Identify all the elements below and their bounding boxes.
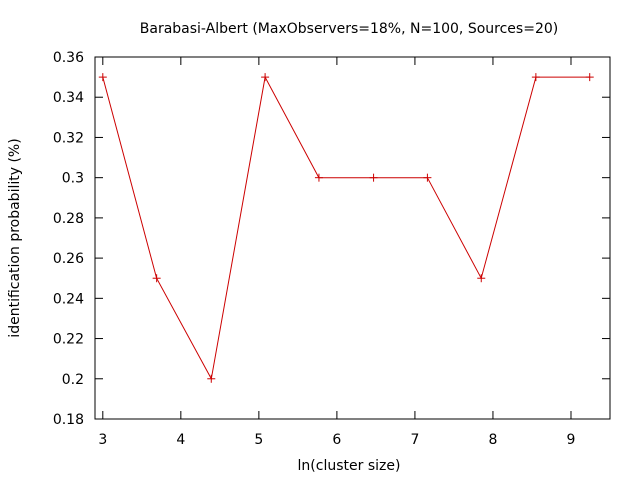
data-point-marker	[314, 173, 323, 182]
x-axis: 3 4 5 6 7 8 9	[98, 57, 575, 448]
x-tick-label: 9	[567, 432, 576, 448]
y-tick-label: 0.3	[62, 171, 84, 187]
x-tick-label: 7	[410, 432, 419, 448]
y-axis: 0.18 0.2 0.22 0.24 0.26 0.28 0.3 0.32 0.34 0.36	[53, 50, 610, 428]
chart-title: Barabasi-Albert (MaxObservers=18%, N=100…	[140, 21, 558, 37]
y-tick-label: 0.36	[53, 50, 84, 66]
x-tick-label: 5	[254, 432, 263, 448]
y-tick-label: 0.2	[62, 372, 84, 388]
x-tick-label: 8	[488, 432, 497, 448]
plot-frame	[94, 56, 611, 420]
data-point-marker	[261, 73, 270, 82]
x-axis-label: ln(cluster size)	[298, 458, 401, 474]
y-tick-label: 0.26	[53, 251, 84, 267]
series-line	[102, 75, 590, 381]
x-tick-label: 3	[98, 432, 107, 448]
y-tick-label: 0.32	[53, 130, 84, 146]
y-tick-label: 0.24	[53, 291, 84, 307]
y-tick-label: 0.34	[53, 90, 84, 106]
data-point-marker	[585, 73, 594, 82]
data-point-marker	[531, 73, 540, 82]
y-axis-label: identification probability (%)	[7, 138, 23, 337]
data-point-marker	[477, 274, 486, 283]
series-group	[98, 73, 594, 383]
y-tick-label: 0.22	[53, 332, 84, 348]
x-tick-label: 4	[176, 432, 185, 448]
data-point-marker	[98, 73, 107, 82]
data-point-marker	[423, 173, 432, 182]
data-point-marker	[152, 274, 161, 283]
data-point-marker	[369, 173, 378, 182]
y-tick-label: 0.28	[53, 211, 84, 227]
y-tick-label: 0.18	[53, 412, 84, 428]
x-tick-label: 6	[332, 432, 341, 448]
data-point-marker	[207, 374, 216, 383]
